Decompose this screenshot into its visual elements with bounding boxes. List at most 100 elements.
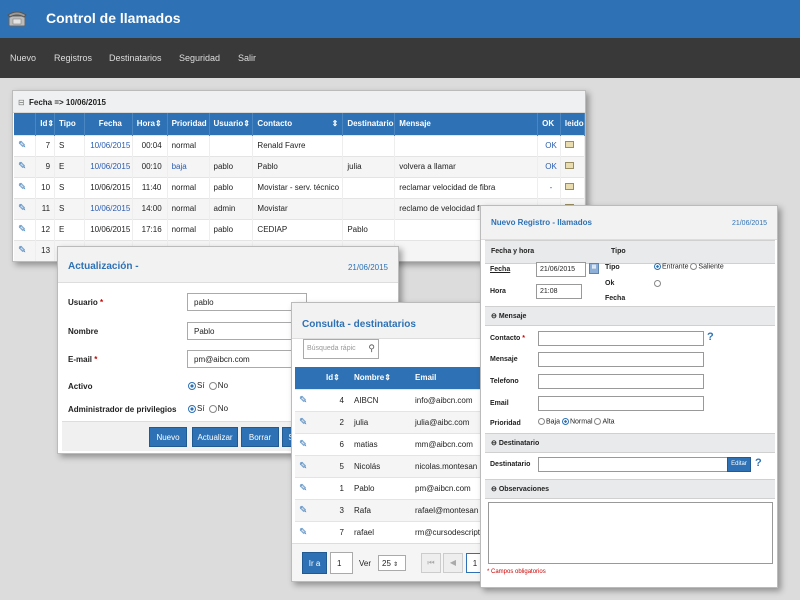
recipient-row[interactable]: ✎ 7 rafael rm@cursodescript bbox=[295, 520, 487, 543]
edit-icon[interactable]: ✎ bbox=[295, 388, 322, 411]
destinatario-section[interactable]: ⊖ Destinatario bbox=[485, 433, 775, 453]
admin-si-radio[interactable] bbox=[188, 404, 196, 413]
contacto-input[interactable] bbox=[538, 331, 704, 346]
col-id[interactable]: Id⇕ bbox=[322, 367, 350, 389]
entrante-radio[interactable] bbox=[654, 263, 661, 270]
hora-input[interactable]: 21:08 bbox=[536, 284, 582, 299]
cell-fecha[interactable]: 10/06/2015 bbox=[84, 176, 133, 198]
cell-ok[interactable]: OK bbox=[537, 134, 561, 156]
pencil-icon[interactable]: ✎ bbox=[299, 460, 308, 472]
activo-si-radio[interactable] bbox=[188, 381, 196, 390]
actualizar-button[interactable]: Actualizar bbox=[192, 427, 238, 447]
cell-ok[interactable]: - bbox=[537, 176, 561, 198]
activo-no-radio[interactable] bbox=[208, 381, 217, 390]
group-header[interactable]: ⊟ Fecha => 10/06/2015 bbox=[13, 91, 585, 113]
usuario-field[interactable]: pablo bbox=[187, 293, 307, 311]
col-hora[interactable]: Hora⇕ bbox=[132, 113, 168, 135]
col-email[interactable]: Email bbox=[411, 367, 487, 389]
fecha-input[interactable]: 21/06/2015 bbox=[536, 262, 586, 277]
observaciones-section[interactable]: ⊖ Observaciones bbox=[485, 479, 775, 499]
pencil-icon[interactable]: ✎ bbox=[18, 161, 27, 172]
cell-fecha[interactable]: 10/06/2015 bbox=[84, 197, 133, 219]
nombre-field[interactable]: Pablo bbox=[187, 322, 307, 340]
baja-radio[interactable] bbox=[538, 418, 545, 425]
ok-radio[interactable] bbox=[654, 280, 661, 287]
cell-prioridad[interactable]: baja bbox=[167, 155, 210, 177]
table-row[interactable]: ✎ 10 S 10/06/2015 11:40 normal pablo Movistar -… bbox=[14, 176, 586, 198]
col-prioridad[interactable]: Prioridad bbox=[167, 113, 210, 135]
cell-fecha[interactable]: 10/06/2015 bbox=[84, 218, 133, 240]
edit-icon[interactable]: ✎ bbox=[295, 454, 322, 477]
destinatario-help-icon[interactable]: ? bbox=[755, 457, 762, 469]
col-tipo[interactable]: Tipo bbox=[54, 113, 85, 135]
col-fecha[interactable]: Fecha bbox=[84, 113, 133, 135]
envelope-icon[interactable] bbox=[564, 183, 574, 190]
col-destinatario[interactable]: Destinatario bbox=[342, 113, 396, 135]
read-icon[interactable] bbox=[560, 176, 586, 198]
col-leido[interactable]: leido bbox=[560, 113, 586, 135]
alta-radio[interactable] bbox=[594, 418, 602, 425]
per-page-select[interactable]: 25 ⇕ bbox=[378, 555, 406, 571]
prev-page-button[interactable]: ◀ bbox=[443, 553, 463, 573]
edit-icon[interactable]: ✎ bbox=[14, 239, 37, 261]
edit-icon[interactable]: ✎ bbox=[14, 134, 37, 156]
menu-item-seguridad[interactable]: Seguridad bbox=[179, 53, 221, 63]
email-input[interactable] bbox=[538, 396, 704, 411]
pencil-icon[interactable]: ✎ bbox=[299, 438, 308, 450]
recipient-row[interactable]: ✎ 1 Pablo pm@aibcn.com bbox=[295, 476, 487, 499]
edit-icon[interactable]: ✎ bbox=[14, 155, 37, 177]
edit-icon[interactable]: ✎ bbox=[14, 218, 37, 240]
pencil-icon[interactable]: ✎ bbox=[18, 182, 27, 193]
edit-icon[interactable]: ✎ bbox=[295, 432, 322, 455]
envelope-icon[interactable] bbox=[564, 141, 574, 148]
first-page-button[interactable]: ⏮ bbox=[421, 553, 441, 573]
pencil-icon[interactable]: ✎ bbox=[299, 394, 308, 406]
pencil-icon[interactable]: ✎ bbox=[299, 526, 308, 538]
edit-icon[interactable]: ✎ bbox=[295, 498, 322, 521]
edit-icon[interactable]: ✎ bbox=[14, 197, 37, 219]
mensaje-section[interactable]: ⊖ Mensaje bbox=[485, 306, 775, 326]
pencil-icon[interactable]: ✎ bbox=[299, 504, 308, 516]
col-ok[interactable]: OK bbox=[537, 113, 561, 135]
calendar-icon[interactable]: ▦ bbox=[589, 263, 599, 274]
col-nombre[interactable]: Nombre⇕ bbox=[350, 367, 411, 389]
envelope-icon[interactable] bbox=[564, 162, 574, 169]
col-contacto[interactable]: Contacto ⇕ bbox=[252, 113, 344, 135]
cell-ok[interactable]: OK bbox=[537, 155, 561, 177]
recipient-row[interactable]: ✎ 4 AIBCN info@aibcn.com bbox=[295, 388, 487, 411]
table-row[interactable]: ✎ 7 S 10/06/2015 00:04 normal Renald Favre OK bbox=[14, 134, 586, 156]
pencil-icon[interactable]: ✎ bbox=[18, 140, 27, 151]
menu-item-destinatarios[interactable]: Destinatarios bbox=[109, 53, 162, 63]
pencil-icon[interactable]: ✎ bbox=[18, 203, 27, 214]
edit-icon[interactable]: ✎ bbox=[295, 410, 322, 433]
col-usuario[interactable]: Usuario⇕ bbox=[209, 113, 254, 135]
edit-icon[interactable]: ✎ bbox=[295, 520, 322, 543]
destinatario-input[interactable] bbox=[538, 457, 728, 472]
col-id[interactable]: Id⇕ bbox=[35, 113, 56, 135]
table-row[interactable]: ✎ 9 E 10/06/2015 00:10 baja pablo Pablo julia vol… bbox=[14, 155, 586, 177]
search-icon[interactable]: ⚲ bbox=[368, 343, 375, 353]
pencil-icon[interactable]: ✎ bbox=[18, 245, 27, 257]
go-to-button[interactable]: Ir a bbox=[302, 552, 327, 574]
edit-icon[interactable]: ✎ bbox=[295, 476, 322, 499]
nuevo-button[interactable]: Nuevo bbox=[149, 427, 187, 447]
quick-search-input[interactable]: Búsqueda rápic ⚲ bbox=[303, 339, 379, 359]
email-field[interactable]: pm@aibcn.com bbox=[187, 350, 307, 368]
recipient-row[interactable]: ✎ 6 matias mm@aibcn.com bbox=[295, 432, 487, 455]
menu-item-registros[interactable]: Registros bbox=[54, 53, 93, 63]
col-mensaje[interactable]: Mensaje bbox=[394, 113, 539, 135]
recipient-row[interactable]: ✎ 3 Rafa rafael@montesan bbox=[295, 498, 487, 521]
observaciones-textarea[interactable] bbox=[488, 502, 773, 564]
editar-button[interactable]: Editar bbox=[727, 457, 751, 472]
telefono-input[interactable] bbox=[538, 374, 704, 389]
recipient-row[interactable]: ✎ 2 julia julia@aibc.com bbox=[295, 410, 487, 433]
menu-item-salir[interactable]: Salir bbox=[238, 53, 257, 63]
contacto-help-icon[interactable]: ? bbox=[707, 331, 714, 343]
menu-item-nuevo[interactable]: Nuevo bbox=[10, 53, 37, 63]
page-number-input[interactable]: 1 bbox=[330, 552, 353, 574]
collapse-icon[interactable]: ⊟ bbox=[18, 98, 25, 107]
admin-no-radio[interactable] bbox=[208, 404, 217, 413]
read-icon[interactable] bbox=[560, 134, 586, 156]
cell-fecha[interactable]: 10/06/2015 bbox=[84, 155, 133, 177]
cell-fecha[interactable]: 10/06/2015 bbox=[84, 134, 133, 156]
